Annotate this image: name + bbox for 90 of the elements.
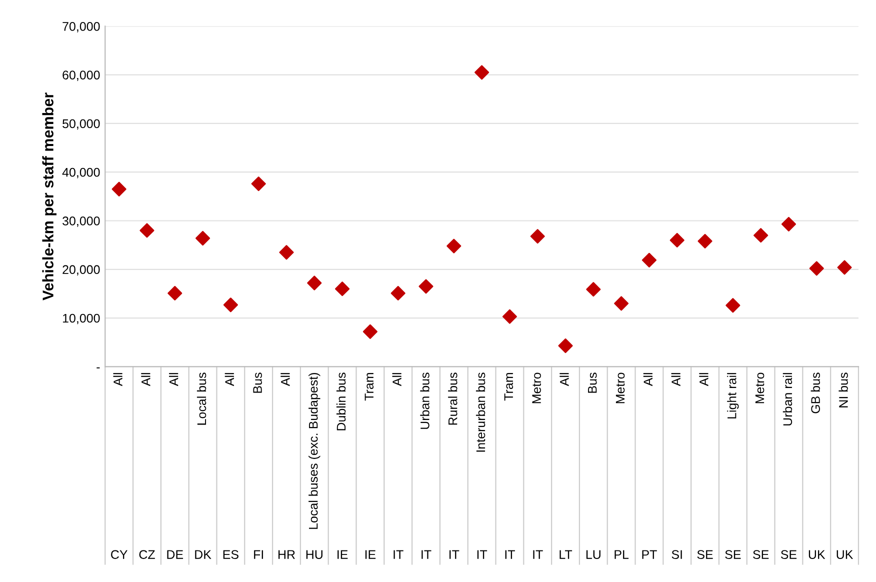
text: ES xyxy=(223,550,238,559)
text: DK xyxy=(195,550,212,559)
point xyxy=(446,238,462,254)
x-tick-label: Bus xyxy=(253,372,262,393)
y-tick-label: 20,000 xyxy=(62,265,100,276)
text: LT xyxy=(560,550,572,559)
point xyxy=(586,282,601,297)
text: CZ xyxy=(139,550,155,559)
y-tick-label: 50,000 xyxy=(62,119,100,130)
x-tick-label: Local bus xyxy=(196,372,206,425)
text: UK xyxy=(808,550,826,559)
point xyxy=(670,232,684,248)
y-tick-label: 10,000 xyxy=(62,314,100,324)
point xyxy=(223,298,238,312)
point xyxy=(809,261,824,276)
point xyxy=(530,229,545,244)
text: IT xyxy=(505,550,515,559)
point xyxy=(698,234,712,248)
y-tick-label: 70,000 xyxy=(62,22,100,32)
x-tick-label: All xyxy=(671,373,680,386)
x-tick-label: Urban rail xyxy=(782,373,792,426)
text: IT xyxy=(422,550,432,559)
y-tick-label: - xyxy=(96,367,100,368)
y-tick-label: 60,000 xyxy=(62,70,100,81)
text: IT xyxy=(477,550,488,559)
point xyxy=(307,276,322,290)
point xyxy=(112,182,126,196)
x-tick-label: Interurban bus xyxy=(476,372,486,452)
x-tick-label: Metro xyxy=(532,372,541,404)
x-tick-label: All xyxy=(392,373,402,386)
point xyxy=(140,223,154,238)
x-tick-label: NI bus xyxy=(838,372,848,408)
point xyxy=(502,309,517,324)
point xyxy=(474,65,490,80)
point xyxy=(781,216,796,232)
text: LU xyxy=(586,550,600,559)
point xyxy=(642,252,656,268)
text: PT xyxy=(642,550,657,559)
x-tick-label: All xyxy=(699,373,708,386)
x-tick-label: Urban bus xyxy=(420,372,430,429)
text: IE xyxy=(338,550,348,559)
x-tick-label: All xyxy=(141,373,150,386)
point xyxy=(279,245,294,260)
x-tick-label: All xyxy=(224,373,234,386)
x-tick-label: Light rail xyxy=(727,373,739,418)
text: CY xyxy=(111,550,128,559)
x-tick-label: All xyxy=(560,373,569,386)
point xyxy=(558,338,573,354)
point xyxy=(362,324,378,339)
x-tick-label: Tram xyxy=(364,373,374,401)
point xyxy=(754,228,768,243)
y-tick-label: 30,000 xyxy=(62,216,100,227)
text: SI xyxy=(672,550,682,559)
point xyxy=(251,176,266,192)
y-tick-label: 40,000 xyxy=(62,168,100,178)
point xyxy=(168,286,182,300)
x-tick-label: Metro xyxy=(616,372,625,404)
text: IE xyxy=(365,550,376,559)
text: SE xyxy=(780,550,797,559)
text: DE xyxy=(167,550,184,559)
point xyxy=(335,282,350,296)
x-tick-label: GB bus xyxy=(810,372,820,414)
text: SE xyxy=(753,550,769,559)
point xyxy=(390,286,406,300)
text: IT xyxy=(533,550,543,559)
x-tick-label: All xyxy=(643,373,652,386)
text: SE xyxy=(725,550,741,559)
point xyxy=(726,298,740,313)
point xyxy=(614,296,629,311)
text: SE xyxy=(697,550,713,559)
text: HR xyxy=(278,550,295,559)
text: UK xyxy=(836,550,854,559)
text: IT xyxy=(450,550,460,559)
x-tick-label: All xyxy=(280,373,290,386)
x-tick-label: Tram xyxy=(504,373,514,401)
point xyxy=(418,279,434,294)
x-tick-label: Bus xyxy=(588,372,597,393)
text: FI xyxy=(254,550,263,559)
text: PL xyxy=(614,550,629,559)
y-axis-title: Vehicle-km per staff member xyxy=(42,92,56,300)
x-tick-label: Dublin bus xyxy=(336,372,346,430)
point xyxy=(195,230,210,246)
point xyxy=(837,260,852,275)
x-tick-label: All xyxy=(169,373,178,386)
x-tick-label: Local buses (exc. Budapest) xyxy=(308,372,320,529)
x-tick-label: All xyxy=(113,373,122,386)
text: IT xyxy=(394,550,404,559)
text: HU xyxy=(306,550,322,559)
x-tick-label: Metro xyxy=(755,372,764,404)
x-tick-label: Rural bus xyxy=(448,372,458,425)
